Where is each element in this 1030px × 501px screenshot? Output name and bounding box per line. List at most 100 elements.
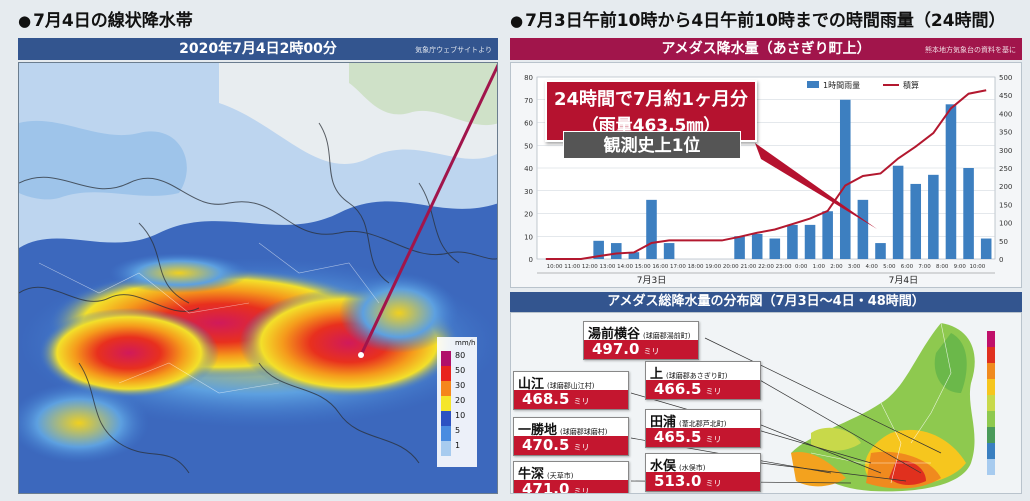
date-label: 7月4日 (889, 275, 918, 286)
right-heading-text: 7月3日午前10時から4日午前10時までの時間雨量（24時間） (525, 11, 1006, 31)
radar-map: mm/h 80 50 30 20 10 5 1 (18, 62, 498, 494)
bar (945, 104, 957, 259)
station-value: 466.5 (654, 380, 702, 398)
distribution-legend (987, 331, 995, 475)
bullet-icon: ● (510, 12, 524, 30)
y-left-tick-label: 50 (524, 142, 533, 150)
bar (910, 183, 922, 259)
legend-value: 1 (455, 441, 461, 450)
radar-map-graphic (19, 63, 497, 493)
bar (734, 236, 745, 259)
callout-pointer (755, 143, 877, 229)
y-right-tick-label: 100 (999, 220, 1012, 228)
y-left-tick-label: 40 (524, 165, 533, 173)
station-card: 牛深 (天草市) 471.0 ミリ (513, 461, 629, 494)
x-tick-label: 14:00 (617, 264, 633, 270)
station-unit: ミリ (705, 479, 722, 488)
bar (928, 174, 939, 259)
station-card: 上 (球磨郡あさぎり町) 466.5 ミリ (645, 361, 761, 400)
distribution-title-band: アメダス総降水量の分布図（7月3日〜4日・48時間） (510, 292, 1022, 312)
station-value: 497.0 (592, 340, 640, 358)
x-tick-label: 13:00 (600, 264, 616, 270)
bar (751, 233, 763, 259)
rainfall-chart: 0 10 20 30 40 50 60 70 80 0 50 100 150 200 250 300 350 40… (524, 74, 1012, 286)
y-left-tick-label: 0 (529, 256, 533, 264)
bar (787, 224, 798, 259)
y-right-tick-label: 50 (999, 238, 1008, 246)
y-right-tick-label: 150 (999, 201, 1012, 209)
record-badge: 観測史上1位 (563, 131, 741, 159)
bar (769, 238, 781, 259)
legend-value: 10 (455, 411, 466, 420)
x-tick-label: 15:00 (635, 264, 651, 270)
x-tick-label: 10:00 (547, 264, 563, 270)
y-left-tick-label: 60 (524, 120, 533, 128)
legend-swatch-bar (807, 81, 819, 88)
right-heading: ● 7月3日午前10時から4日午前10時までの時間雨量（24時間） (510, 6, 1006, 31)
y-right-tick-label: 200 (999, 183, 1012, 191)
bar (839, 99, 851, 259)
x-tick-label: 23:00 (776, 264, 792, 270)
station-name: 一勝地 (518, 423, 558, 436)
y-left-tick-label: 30 (524, 188, 533, 196)
bar (646, 199, 657, 259)
y-right-tick-label: 350 (999, 129, 1012, 137)
legend-value: 80 (455, 351, 466, 360)
station-unit: ミリ (573, 443, 590, 452)
x-tick-label: 16:00 (652, 264, 668, 270)
legend-value: 5 (455, 426, 461, 435)
station-value: 470.5 (522, 436, 570, 454)
left-heading-text: 7月4日の線状降水帯 (33, 11, 193, 31)
bar (822, 211, 833, 259)
date-label: 7月3日 (637, 275, 666, 286)
y-right-tick-label: 300 (999, 147, 1012, 155)
station-location: (球磨郡あさぎり町) (666, 372, 728, 380)
station-location: (球磨郡球磨村) (560, 428, 608, 436)
x-tick-label: 5:00 (883, 264, 896, 270)
x-tick-label: 21:00 (740, 264, 756, 270)
x-tick-label: 7:00 (918, 264, 931, 270)
radar-timestamp: 2020年7月4日2時00分 (179, 41, 337, 57)
bar (980, 238, 992, 259)
station-value: 471.0 (522, 480, 570, 494)
cumulative-line (545, 89, 987, 260)
station-name: 上 (650, 367, 664, 380)
station-name: 湯前横谷 (588, 327, 641, 340)
bar (610, 243, 622, 259)
y-left-tick-label: 70 (524, 97, 533, 105)
distribution-map (630, 322, 995, 492)
x-tick-label: 1:00 (813, 264, 826, 270)
x-tick-label: 19:00 (705, 264, 721, 270)
y-right-tick-label: 0 (999, 256, 1003, 264)
station-name: 田浦 (650, 415, 677, 428)
amedas-title-band: アメダス降水量（あさぎり町上） 熊本地方気象台の資料を基に (510, 38, 1022, 60)
bar (963, 168, 974, 259)
station-card: 山江 (球磨郡山江村) 468.5 ミリ (513, 371, 629, 410)
legend-label: 1時間雨量 (823, 81, 860, 90)
x-tick-label: 2:00 (830, 264, 843, 270)
station-location: (天草市) (547, 472, 574, 480)
y-left-tick-label: 10 (524, 233, 533, 241)
station-card: 一勝地 (球磨郡球磨村) 470.5 ミリ (513, 417, 629, 456)
station-unit: ミリ (643, 347, 660, 356)
station-location: (葦北郡芦北町) (679, 420, 727, 428)
x-tick-label: 20:00 (723, 264, 739, 270)
station-value: 465.5 (654, 428, 702, 446)
left-heading: ● 7月4日の線状降水帯 (18, 6, 193, 31)
y-left-tick-label: 20 (524, 211, 533, 219)
legend-value: 30 (455, 381, 466, 390)
amedas-credit: 熊本地方気象台の資料を基に (925, 46, 1016, 54)
radar-legend (437, 337, 477, 467)
bar (857, 199, 869, 259)
legend-label: 積算 (903, 80, 919, 90)
station-name: 牛深 (518, 467, 545, 480)
x-tick-label: 17:00 (670, 264, 686, 270)
legend-unit: mm/h (455, 339, 476, 347)
y-right-tick-label: 400 (999, 110, 1012, 118)
y-right-tick-label: 450 (999, 92, 1012, 100)
y-left-tick-label: 80 (524, 74, 533, 82)
bar (875, 243, 886, 259)
legend-value: 20 (455, 396, 466, 405)
station-unit: ミリ (573, 487, 590, 494)
amedas-title: アメダス降水量（あさぎり町上） (661, 41, 871, 57)
